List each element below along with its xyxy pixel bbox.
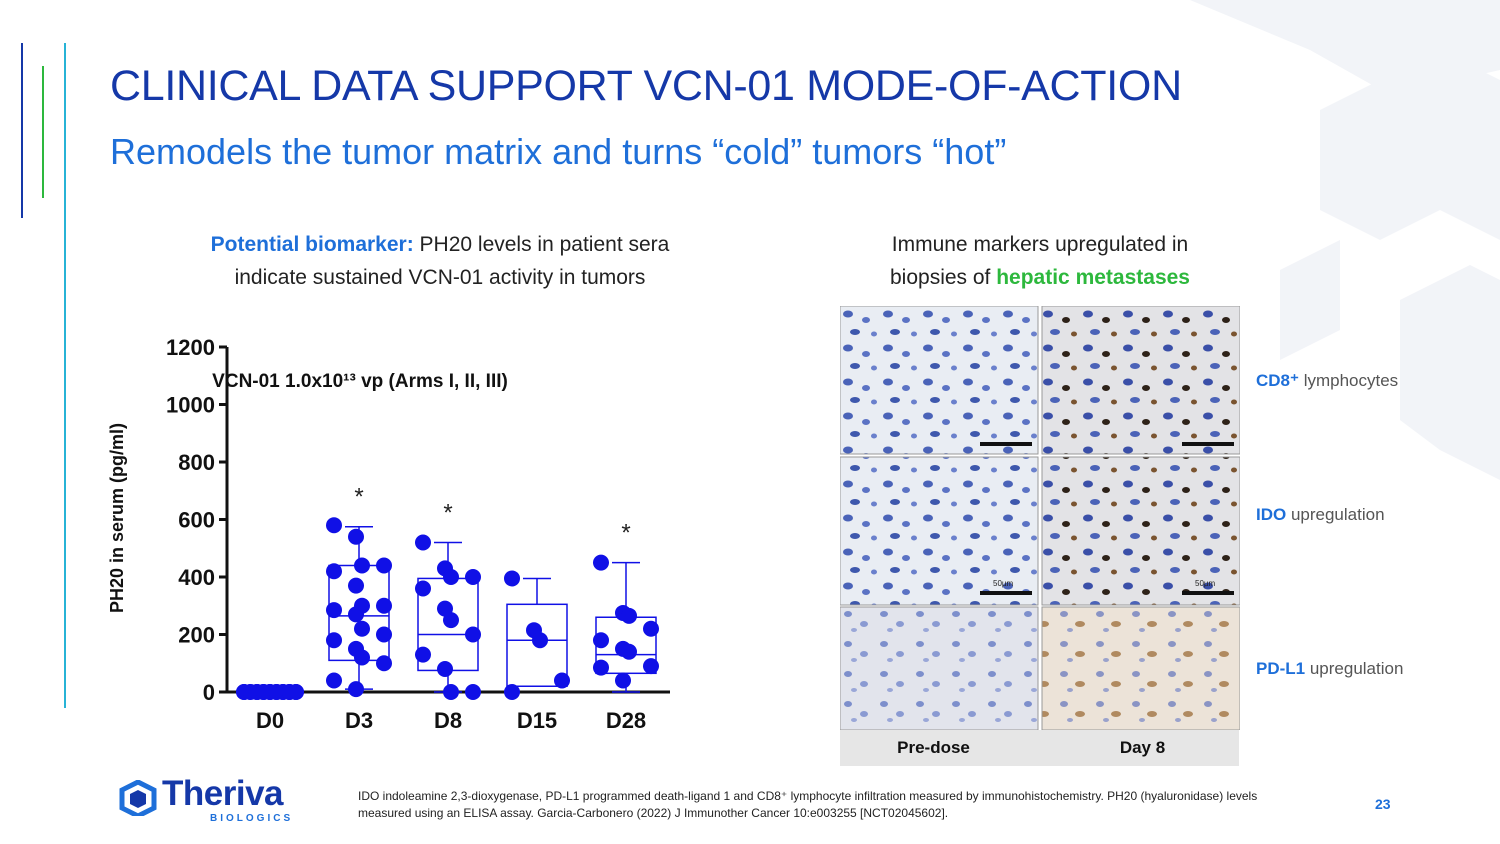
- data-point: [443, 684, 459, 700]
- data-point: [348, 681, 364, 698]
- hepatic-metastases-label: hepatic metastases: [996, 266, 1190, 289]
- data-point: [615, 672, 631, 689]
- data-point: [348, 528, 364, 545]
- right-panel-heading: Immune markers upregulated in biopsies o…: [840, 228, 1240, 294]
- x-tick-label: D15: [517, 708, 557, 733]
- data-point: [415, 646, 431, 663]
- box-iqr: [506, 603, 568, 687]
- data-point: [326, 563, 342, 580]
- accent-line-navy: [21, 43, 23, 218]
- data-point: [376, 557, 392, 574]
- data-point: [354, 557, 370, 574]
- data-point: [326, 517, 342, 534]
- data-point: [504, 570, 520, 587]
- data-point: [593, 659, 609, 676]
- data-point: [621, 607, 637, 624]
- row-label-cd8: CD8⁺ lymphocytes: [1256, 371, 1399, 390]
- theriva-logo: Theriva BIOLOGICS: [118, 774, 290, 824]
- data-point: [376, 626, 392, 643]
- significance-marker: *: [443, 500, 452, 527]
- y-tick-label: 1000: [166, 393, 215, 418]
- data-point: [443, 612, 459, 629]
- data-point: [504, 684, 520, 700]
- logo-tagline: BIOLOGICS: [210, 813, 294, 824]
- pdl1-predose-image: [840, 606, 1039, 730]
- logo-wordmark: Theriva: [162, 774, 284, 813]
- data-point: [554, 672, 570, 689]
- scale-bar: [980, 442, 1032, 446]
- accent-line-cyan: [64, 43, 66, 708]
- ido-day8-image: [1041, 456, 1240, 606]
- column-label-predose: Pre-dose: [897, 738, 970, 757]
- footnote: IDO indoleamine 2,3-dioxygenase, PD-L1 p…: [358, 789, 1258, 820]
- ihc-image-grid: 50µm 50µm: [840, 306, 1240, 730]
- slide-subtitle: Remodels the tumor matrix and turns “col…: [110, 131, 1007, 172]
- data-point: [437, 661, 453, 677]
- row-label-pdl1: PD-L1 upregulation: [1256, 659, 1404, 678]
- image-column-footer: [840, 730, 1239, 766]
- y-tick-label: 400: [178, 565, 215, 590]
- x-tick-label: D0: [256, 708, 284, 733]
- right-heading-line1: Immune markers upregulated in: [891, 233, 1189, 256]
- data-point: [326, 632, 342, 649]
- data-point: [465, 626, 481, 643]
- scale-bar-label: 50µm: [993, 579, 1014, 588]
- data-point: [465, 569, 481, 585]
- y-tick-label: 600: [178, 508, 215, 533]
- right-heading-plain: biopsies of: [889, 266, 997, 289]
- y-tick-label: 0: [203, 680, 215, 705]
- data-point: [354, 649, 370, 666]
- theriva-logo-icon: [119, 779, 157, 819]
- data-point: [465, 684, 481, 700]
- scale-bar-label: 50µm: [1195, 579, 1216, 588]
- data-point: [593, 632, 609, 649]
- cd8-predose-image: [840, 306, 1039, 455]
- page-number: 23: [1375, 796, 1391, 812]
- significance-marker: *: [354, 484, 363, 511]
- ido-predose-image: [840, 456, 1039, 606]
- cd8-day8-image: [1041, 306, 1240, 455]
- chart-points: [236, 517, 659, 700]
- heading-line2: indicate sustained VCN-01 activity in tu…: [234, 266, 646, 289]
- chart-y-axis-label: PH20 in serum (pg/ml): [107, 423, 127, 613]
- scale-bar: [1182, 591, 1234, 595]
- data-point: [326, 672, 342, 689]
- pdl1-day8-image: [1041, 606, 1240, 730]
- row-label-ido: IDO upregulation: [1256, 505, 1385, 524]
- left-panel-heading: Potential biomarker: PH20 levels in pati…: [130, 228, 750, 294]
- biomarker-label: Potential biomarker:: [210, 233, 414, 256]
- x-tick-label: D8: [434, 708, 462, 733]
- data-point: [348, 577, 364, 594]
- data-point: [326, 602, 342, 619]
- accent-line-green: [42, 66, 44, 198]
- data-point: [443, 569, 459, 585]
- scale-bar: [1182, 442, 1234, 446]
- data-point: [376, 597, 392, 614]
- y-tick-label: 800: [178, 450, 215, 475]
- slide-title: CLINICAL DATA SUPPORT VCN-01 MODE-OF-ACT…: [110, 62, 1182, 110]
- ph20-boxplot-chart: 0 200 400 600 800 1000 1200 D0 D3 D8 D15 D28 * * * VCN…: [107, 335, 670, 733]
- data-point: [643, 620, 659, 637]
- x-tick-label: D3: [345, 708, 373, 733]
- data-point: [593, 554, 609, 571]
- heading-line1-rest: PH20 levels in patient sera: [413, 233, 670, 256]
- y-tick-label: 1200: [166, 335, 215, 360]
- data-point: [348, 606, 364, 623]
- chart-labels: 0 200 400 600 800 1000 1200 D0 D3 D8 D15 D28 * * *: [166, 335, 646, 733]
- significance-marker: *: [621, 520, 630, 547]
- chart-title: VCN-01 1.0x10¹³ vp (Arms I, II, III): [212, 371, 508, 392]
- scale-bar: [980, 591, 1032, 595]
- y-tick-label: 200: [178, 623, 215, 648]
- data-point: [288, 684, 304, 700]
- data-point: [532, 632, 548, 649]
- data-point: [354, 620, 370, 637]
- data-point: [415, 580, 431, 597]
- x-tick-label: D28: [606, 708, 646, 733]
- data-point: [376, 655, 392, 672]
- column-label-day8: Day 8: [1119, 738, 1166, 757]
- data-point: [643, 658, 659, 675]
- data-point: [621, 643, 637, 660]
- data-point: [415, 534, 431, 551]
